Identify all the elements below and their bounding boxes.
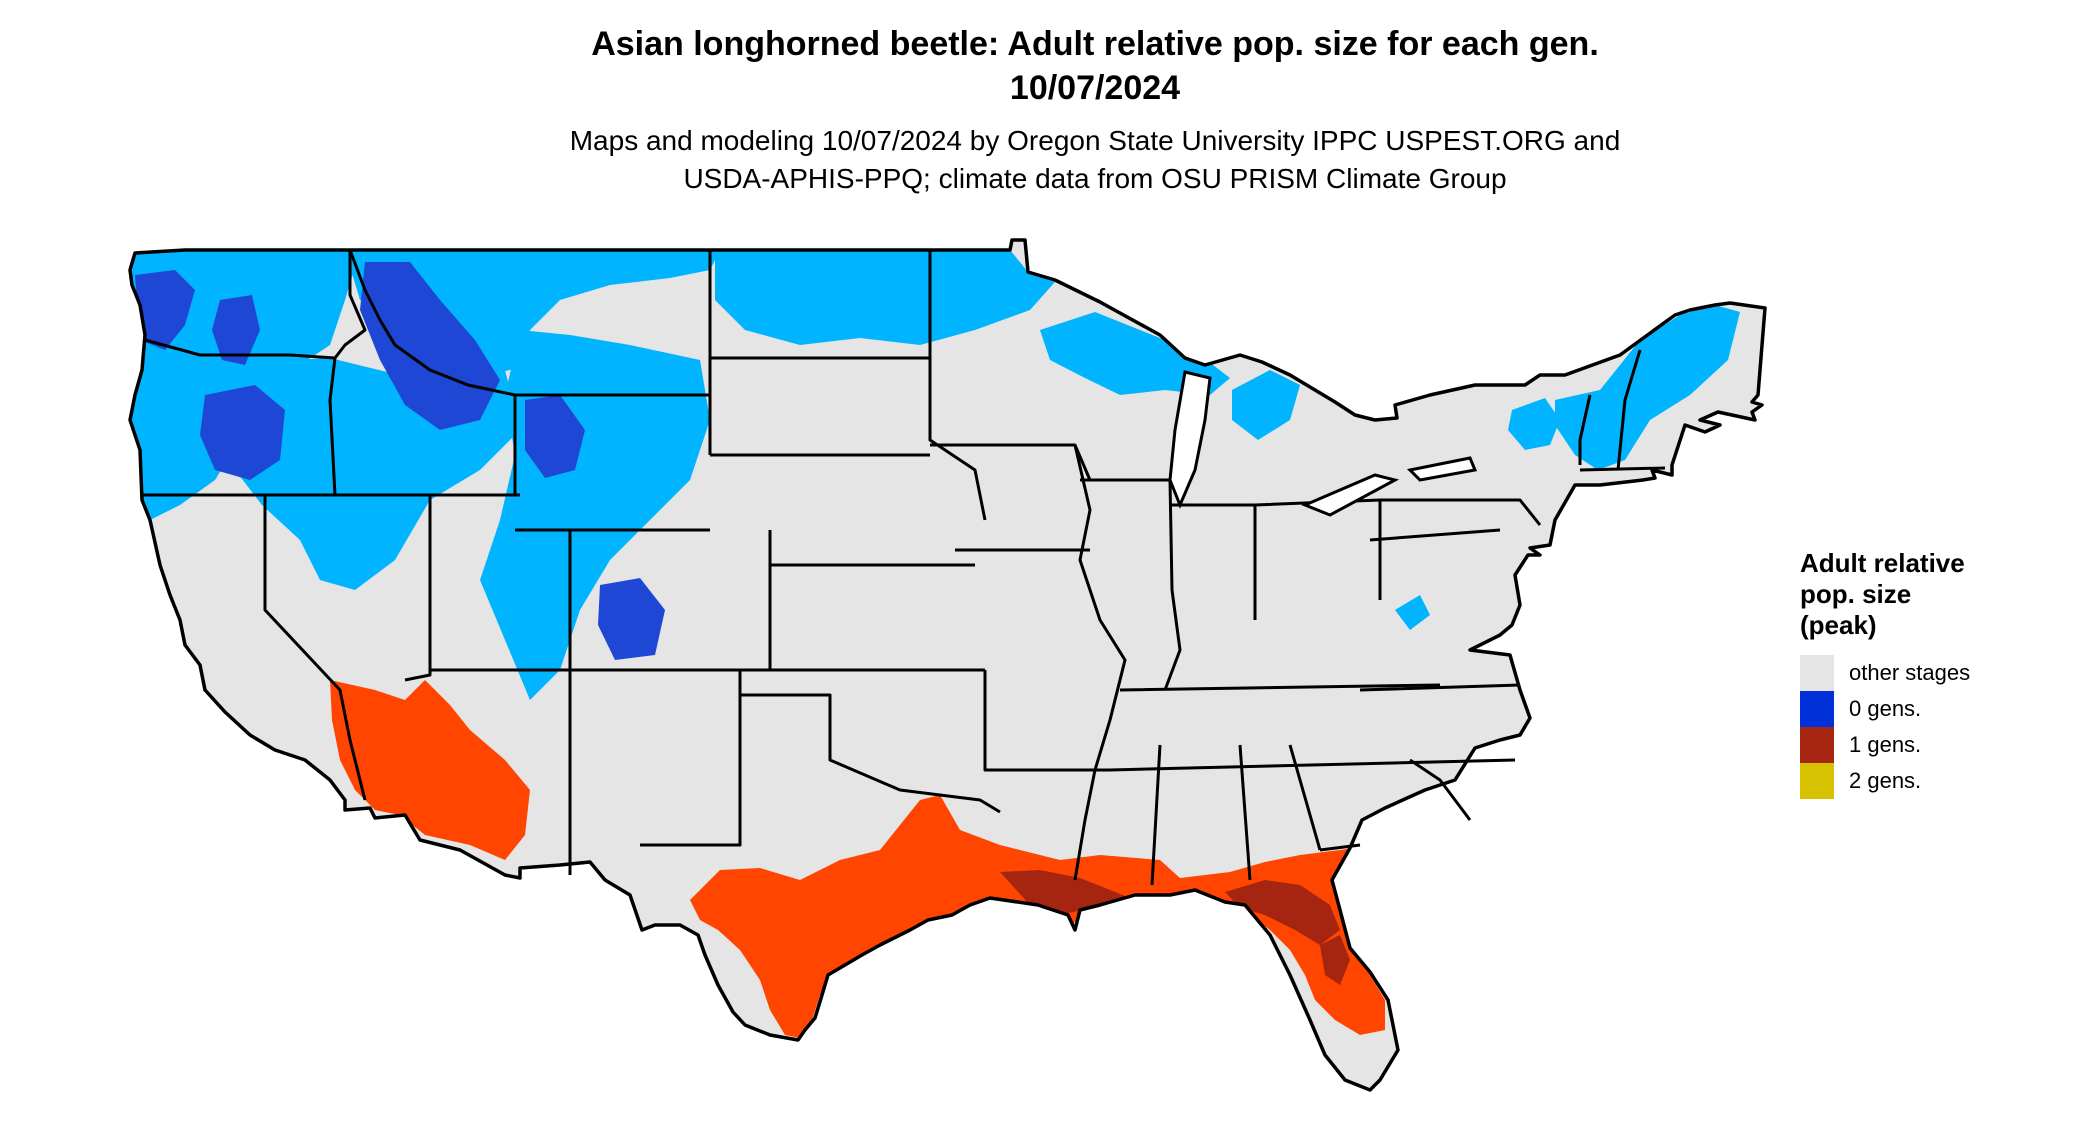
title-block: Asian longhorned beetle: Adult relative … — [280, 22, 1910, 198]
mississippi-river — [1073, 444, 1127, 881]
legend-item-1-gens: 1 gens. — [1800, 727, 2060, 763]
map-title-line-1: Asian longhorned beetle: Adult relative … — [591, 25, 1599, 63]
map-legend: Adult relative pop. size (peak) other st… — [1800, 548, 2060, 799]
lake-erie — [1301, 473, 1400, 517]
legend-item-0-gens: 0 gens. — [1800, 691, 2060, 727]
zone-texas-gulf — [690, 795, 1100, 1038]
zone-colorado-rockies — [598, 578, 665, 660]
wa-or-border — [144, 338, 336, 360]
legend-label-1-gens: 1 gens. — [1849, 732, 1922, 757]
pa-ny-border — [1369, 498, 1542, 542]
legend-items: other stages 0 gens. 1 gens. 2 gens. — [1800, 655, 2060, 799]
mn-wi-border — [928, 250, 987, 521]
wi-il-border — [1080, 478, 1182, 691]
zone-northern-rockies — [360, 262, 500, 430]
va-nc-border — [1359, 683, 1521, 692]
zone-new-england — [1555, 305, 1740, 470]
zone-central-oregon — [200, 385, 285, 480]
lake-michigan — [1168, 370, 1212, 509]
zone-1-gens-dark — [1000, 870, 1350, 985]
zone-upper-michigan — [1040, 312, 1230, 395]
ky-tn-border — [1109, 683, 1516, 772]
legend-swatch-1-gens — [1800, 727, 1834, 763]
legend-swatch-other-stages — [1800, 655, 1834, 691]
nv-ut-border — [404, 495, 432, 682]
legend-label-2-gens: 2 gens. — [1849, 768, 1922, 793]
dakotas-nebraska — [710, 356, 930, 457]
deep-south-borders — [1150, 744, 1472, 886]
zone-northern-minnesota — [715, 250, 1055, 345]
zone-yellowstone — [525, 395, 585, 478]
lake-ontario — [1406, 456, 1478, 482]
id-west-border — [328, 250, 367, 496]
zone-florida-panhandle — [1225, 880, 1340, 945]
legend-title-line-3: (peak) — [1800, 610, 1877, 640]
zone-adirondacks — [1508, 398, 1560, 450]
legend-label-0-gens: 0 gens. — [1849, 696, 1922, 721]
zone-southern-arizona — [330, 680, 530, 860]
legend-title-line-1: Adult relative — [1800, 548, 1965, 578]
state-borders — [140, 249, 1666, 886]
nv-ca-border — [263, 495, 367, 801]
map-subtitle-line-2: USDA-APHIS-PPQ; climate data from OSU PR… — [683, 163, 1507, 194]
legend-item-2-gens: 2 gens. — [1800, 763, 2060, 799]
zone-appalachian-patch — [1395, 595, 1430, 630]
map-subtitle: Maps and modeling 10/07/2024 by Oregon S… — [280, 122, 1910, 198]
mo-ar-border — [983, 670, 1110, 772]
zone-olympics — [212, 295, 260, 365]
legend-item-other-stages: other stages — [1800, 655, 2060, 691]
oklahoma-texas — [740, 693, 1001, 814]
zone-florida-gulf — [1320, 935, 1350, 985]
nm-tx-border — [640, 670, 742, 847]
legend-title-line-2: pop. size — [1800, 579, 1912, 609]
legend-label-other-stages: other stages — [1849, 660, 1971, 685]
legend-title: Adult relative pop. size (peak) — [1800, 548, 2060, 641]
zone-0-gens-dark — [135, 262, 665, 660]
map-subtitle-line-1: Maps and modeling 10/07/2024 by Oregon S… — [569, 125, 1621, 156]
generation-zones — [130, 250, 1740, 1038]
zone-cascades — [135, 270, 195, 350]
us-landmass — [130, 240, 1765, 1090]
legend-swatch-0-gens — [1800, 691, 1834, 727]
map-title-line-2: 10/07/2024 — [1009, 69, 1181, 107]
new-england-borders — [1578, 349, 1666, 472]
great-lakes — [1168, 370, 1478, 517]
id-mt-border — [348, 249, 517, 495]
zone-northern-michigan — [1232, 370, 1300, 440]
legend-swatch-2-gens — [1800, 763, 1834, 799]
nebraska-kansas — [740, 563, 985, 672]
